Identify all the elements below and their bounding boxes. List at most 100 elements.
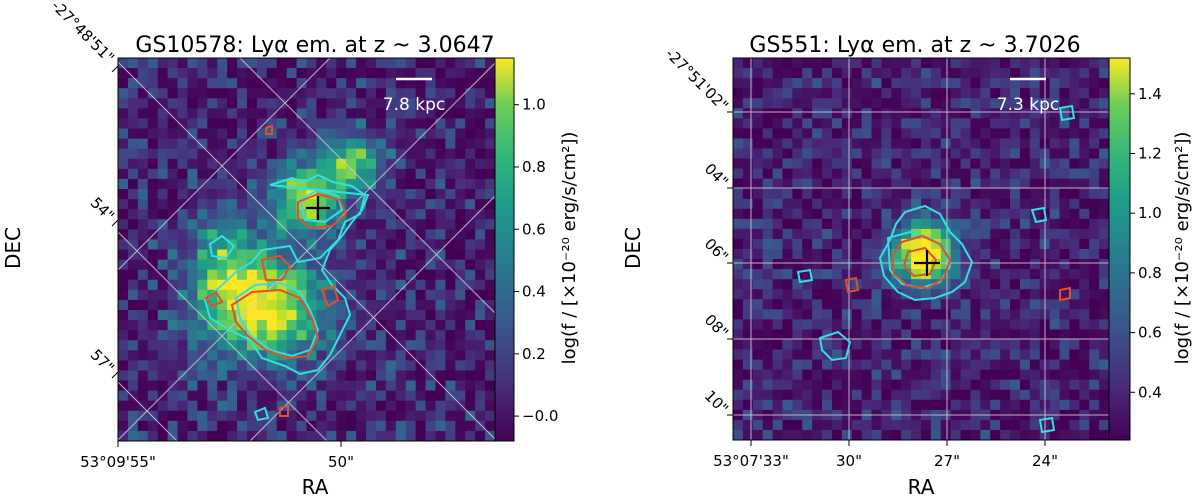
heatmap-pixel xyxy=(1029,309,1041,320)
heatmap-pixel xyxy=(1019,389,1031,401)
heatmap-pixel xyxy=(227,158,238,170)
heatmap-pixel xyxy=(733,58,744,69)
heatmap-pixel xyxy=(306,108,317,119)
heatmap-pixel xyxy=(246,118,258,129)
heatmap-pixel xyxy=(217,239,228,250)
heatmap-pixel xyxy=(177,249,188,260)
heatmap-pixel xyxy=(326,400,337,412)
heatmap-pixel xyxy=(752,419,764,431)
heatmap-pixel xyxy=(752,319,764,330)
heatmap-pixel xyxy=(733,238,744,250)
heatmap-pixel xyxy=(1019,269,1031,280)
heatmap-pixel xyxy=(990,88,1001,99)
heatmap-pixel xyxy=(147,128,159,140)
heatmap-pixel xyxy=(356,98,367,109)
heatmap-pixel xyxy=(405,360,417,371)
heatmap-pixel xyxy=(980,78,991,89)
heatmap-pixel xyxy=(137,330,149,341)
heatmap-pixel xyxy=(415,410,426,422)
heatmap-pixel xyxy=(286,330,297,341)
heatmap-pixel xyxy=(772,148,783,159)
heatmap-pixel xyxy=(256,168,268,180)
heatmap-pixel xyxy=(802,269,813,280)
heatmap-pixel xyxy=(990,369,1001,381)
heatmap-pixel xyxy=(1010,289,1021,300)
heatmap-pixel xyxy=(782,238,793,250)
heatmap-pixel xyxy=(831,88,843,99)
heatmap-pixel xyxy=(1079,148,1090,159)
heatmap-pixel xyxy=(762,249,773,260)
heatmap-pixel xyxy=(841,198,853,210)
heatmap-pixel xyxy=(276,309,288,321)
heatmap-pixel xyxy=(822,289,833,300)
heatmap-pixel xyxy=(990,249,1001,260)
heatmap-pixel xyxy=(137,108,149,119)
heatmap-pixel xyxy=(1029,118,1041,129)
heatmap-pixel xyxy=(187,410,198,422)
heatmap-pixel xyxy=(1029,319,1041,330)
heatmap-pixel xyxy=(960,208,971,220)
heatmap-pixel xyxy=(137,148,149,160)
heatmap-pixel xyxy=(1049,88,1060,99)
heatmap-pixel xyxy=(1029,218,1041,230)
heatmap-pixel xyxy=(1029,178,1041,190)
heatmap-pixel xyxy=(1059,429,1070,440)
heatmap-pixel xyxy=(792,259,803,270)
heatmap-pixel xyxy=(871,198,882,210)
heatmap-pixel xyxy=(881,158,892,169)
heatmap-pixel xyxy=(425,138,436,150)
heatmap-pixel xyxy=(831,309,843,320)
heatmap-pixel xyxy=(742,289,754,300)
heatmap-pixel xyxy=(901,399,912,411)
heatmap-pixel xyxy=(167,360,178,371)
heatmap-pixel xyxy=(157,148,168,160)
heatmap-pixel xyxy=(891,208,902,220)
heatmap-pixel xyxy=(346,430,357,441)
heatmap-pixel xyxy=(326,259,337,271)
heatmap-pixel xyxy=(375,259,387,271)
heatmap-pixel xyxy=(960,329,971,340)
heatmap-pixel xyxy=(822,228,833,240)
heatmap-pixel xyxy=(891,118,902,129)
heatmap-pixel xyxy=(1029,68,1041,79)
heatmap-pixel xyxy=(772,138,783,149)
heatmap-pixel xyxy=(385,209,397,220)
heatmap-pixel xyxy=(762,58,773,69)
heatmap-pixel xyxy=(1099,319,1109,330)
heatmap-pixel xyxy=(960,369,971,381)
heatmap-pixel xyxy=(475,330,486,341)
heatmap-pixel xyxy=(960,158,971,169)
heatmap-pixel xyxy=(157,330,168,341)
heatmap-pixel xyxy=(802,148,813,159)
heatmap-pixel xyxy=(227,259,238,271)
heatmap-pixel xyxy=(435,68,446,79)
panel1-ytick-1: 54" xyxy=(87,194,118,225)
heatmap-pixel xyxy=(792,148,803,159)
heatmap-pixel xyxy=(871,178,882,190)
heatmap-pixel xyxy=(980,349,991,360)
heatmap-pixel xyxy=(960,108,971,119)
heatmap-pixel xyxy=(147,178,159,190)
heatmap-pixel xyxy=(217,289,228,301)
heatmap-pixel xyxy=(217,58,228,69)
heatmap-pixel xyxy=(752,158,764,169)
heatmap-pixel xyxy=(841,309,853,320)
heatmap-pixel xyxy=(415,380,426,392)
heatmap-pixel xyxy=(970,88,981,99)
heatmap-pixel xyxy=(118,168,129,180)
heatmap-pixel xyxy=(197,118,208,129)
heatmap-pixel xyxy=(1089,369,1100,381)
heatmap-pixel xyxy=(772,249,783,260)
heatmap-pixel xyxy=(1069,238,1080,250)
heatmap-pixel xyxy=(256,209,268,220)
heatmap-pixel xyxy=(217,249,228,260)
heatmap-pixel xyxy=(921,369,932,381)
heatmap-pixel xyxy=(733,279,744,290)
heatmap-pixel xyxy=(970,379,981,391)
heatmap-pixel xyxy=(871,58,882,69)
heatmap-pixel xyxy=(772,269,783,280)
heatmap-pixel xyxy=(831,419,843,431)
heatmap-pixel xyxy=(752,269,764,280)
heatmap-pixel xyxy=(296,128,307,140)
heatmap-pixel xyxy=(1069,379,1080,391)
